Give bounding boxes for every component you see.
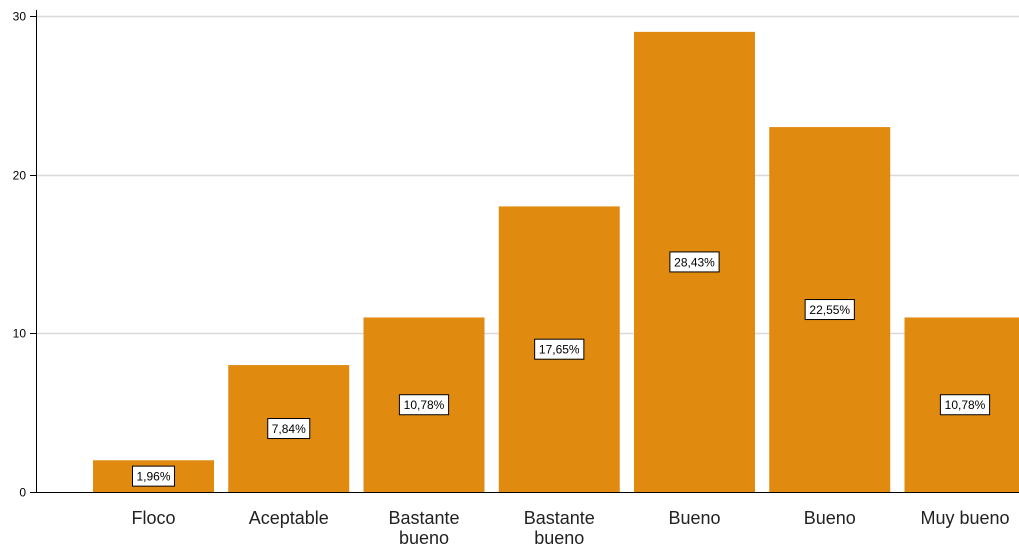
data-label: 28,43% bbox=[674, 255, 715, 269]
y-tick-label: 20 bbox=[13, 169, 27, 183]
data-label: 1,96% bbox=[136, 470, 170, 484]
x-category-label: bueno bbox=[534, 528, 584, 548]
data-label-box bbox=[669, 251, 720, 273]
y-tick-labels: 0 10 20 30 bbox=[13, 10, 27, 500]
x-category-label: Aceptable bbox=[249, 508, 329, 528]
y-tick-label: 10 bbox=[13, 327, 27, 341]
data-label: 17,65% bbox=[539, 343, 580, 357]
x-category-label: bueno bbox=[399, 528, 449, 548]
data-label: 22,55% bbox=[809, 303, 850, 317]
data-label-box bbox=[398, 394, 450, 416]
axes bbox=[30, 10, 1019, 493]
x-category-label: Floco bbox=[131, 508, 175, 528]
y-tick-label: 0 bbox=[19, 486, 26, 500]
data-label: 7,84% bbox=[272, 422, 306, 436]
data-label-box bbox=[267, 418, 311, 440]
data-label-box bbox=[939, 394, 991, 416]
x-category-labels: Floco Aceptable BastantebuenoBastantebueno… bbox=[131, 508, 1009, 548]
x-category-label: Bastante bbox=[524, 508, 595, 528]
x-category-label: Muy bueno bbox=[920, 508, 1009, 528]
x-category-label: Bastante bbox=[388, 508, 459, 528]
x-category-label: Bueno bbox=[804, 508, 856, 528]
data-label-box bbox=[132, 465, 175, 487]
data-label: 10,78% bbox=[404, 398, 445, 412]
y-tick-label: 30 bbox=[13, 10, 27, 24]
data-label-box bbox=[534, 338, 585, 360]
data-labels: 1,96% 7,84% 10,78% 17,65% 28,43% 22,55% 10,78% bbox=[132, 251, 991, 487]
data-label: 10,78% bbox=[945, 398, 986, 412]
x-category-label: Bueno bbox=[668, 508, 720, 528]
data-label-box bbox=[804, 299, 855, 321]
bars bbox=[93, 31, 1019, 493]
